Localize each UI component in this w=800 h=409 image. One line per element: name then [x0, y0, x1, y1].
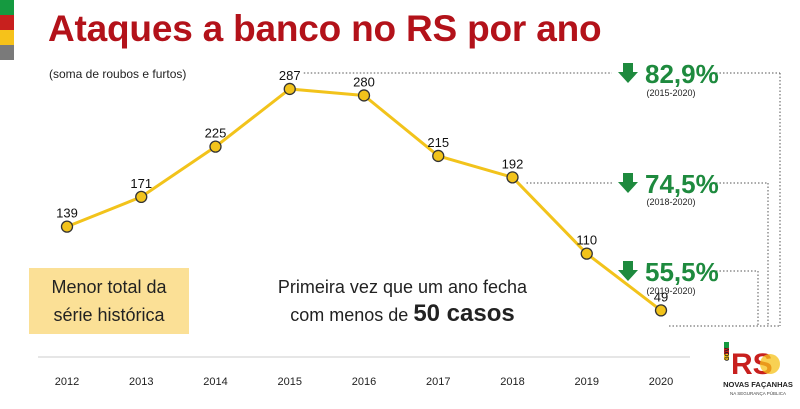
note-text-prefix: com menos de: [290, 305, 414, 325]
decline-period-2018-2020: (2018-2020): [646, 197, 696, 207]
down-arrow-icon: [618, 261, 638, 281]
decline-period-2015-2020: (2015-2020): [646, 88, 696, 98]
logo-gov: GOV: [725, 348, 731, 361]
x-tick-label-2012: 2012: [55, 376, 79, 388]
logo-brand: NOVAS FAÇANHAS: [723, 380, 793, 389]
data-point-2014: [209, 140, 222, 153]
x-tick-label-2018: 2018: [500, 376, 524, 388]
data-point-2019: [580, 247, 593, 260]
data-label-2017: 215: [427, 135, 449, 150]
decline-pct-2019-2020: 55,5%: [645, 257, 719, 287]
x-tick-label-2017: 2017: [426, 376, 450, 388]
note-text-line2: com menos de 50 casos: [270, 300, 535, 328]
chart-subtitle: (soma de roubos e furtos): [49, 67, 187, 81]
chart-title: Ataques a banco no RS por ano: [48, 8, 602, 49]
note-text-highlight: 50 casos: [413, 300, 515, 327]
data-point-2015: [283, 82, 296, 96]
logo-sun: [760, 354, 780, 374]
data-label-2018: 192: [502, 156, 524, 171]
x-tick-label-2014: 2014: [203, 376, 227, 388]
data-point-2013: [135, 190, 148, 204]
data-point-2016: [357, 89, 371, 102]
x-axis-ticks: 2012 2013 2014 2015 2016 2017 2018 2019 2020: [55, 376, 673, 388]
callout-text-line2: série histórica: [53, 305, 165, 325]
logo-tagline: NA SEGURANÇA PÚBLICA: [730, 390, 786, 396]
flag-gray-band: [0, 45, 14, 60]
data-label-2014: 225: [205, 126, 227, 141]
logo-flag-yellow: [724, 354, 729, 360]
down-arrow-icon: [618, 63, 638, 83]
decline-pct-2015-2020: 82,9%: [645, 59, 719, 89]
decline-period-2019-2020: (2019-2020): [646, 286, 696, 296]
logo-flag-red: [724, 348, 729, 354]
callout-box: [29, 268, 189, 334]
data-label-2012: 139: [56, 206, 78, 221]
x-tick-label-2016: 2016: [352, 376, 376, 388]
data-label-2013: 171: [130, 176, 152, 191]
rs-government-logo: RS GOV NOVAS FAÇANHAS NA SEGURANÇA PÚBLI…: [723, 342, 793, 396]
x-tick-label-2019: 2019: [575, 376, 599, 388]
leader-lines: [303, 72, 781, 327]
flag-green-band: [0, 0, 14, 15]
x-tick-label-2013: 2013: [129, 376, 153, 388]
data-label-2019: 110: [576, 233, 597, 248]
note-text-line1: Primeira vez que um ano fecha: [277, 277, 528, 297]
data-label-2020: 49: [654, 289, 668, 304]
x-tick-label-2020: 2020: [649, 376, 673, 388]
decline-pct-2018-2020: 74,5%: [645, 169, 719, 199]
rs-flag-stripe: [0, 0, 14, 60]
flag-red-band: [0, 15, 14, 30]
data-point-2012: [60, 220, 74, 233]
data-point-2017: [432, 149, 445, 163]
data-label-2015: 287: [279, 68, 301, 83]
logo-flag-green: [724, 342, 729, 348]
data-point-2018: [506, 171, 519, 184]
down-arrow-icon: [618, 173, 638, 193]
x-tick-label-2015: 2015: [278, 376, 302, 388]
data-point-2020: [654, 304, 668, 317]
flag-yellow-band: [0, 30, 14, 45]
data-points: 139 171 225 287 280 215 192 110 49: [56, 68, 668, 317]
data-label-2016: 280: [353, 74, 375, 89]
callout-text-line1: Menor total da: [51, 277, 167, 297]
